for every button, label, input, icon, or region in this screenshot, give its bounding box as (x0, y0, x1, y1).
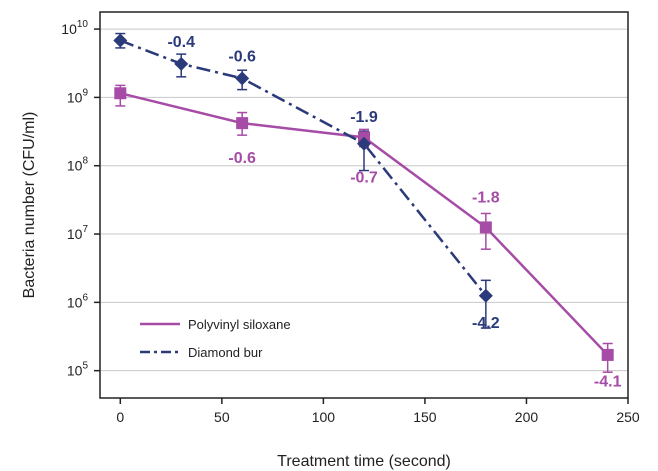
legend-label-polyvinyl-siloxane: Polyvinyl siloxane (188, 317, 291, 332)
legend-label-diamond-bur: Diamond bur (188, 345, 263, 360)
data-labels: -0.4 -0.6 -1.9 -4.2 -0.6 -0.7 -1.8 -4.1 (167, 34, 621, 390)
y-tick-label: 107 (67, 224, 89, 242)
data-point-diamond (357, 136, 371, 151)
data-label: -0.4 (167, 34, 195, 51)
data-point-square (601, 348, 614, 361)
data-point-square (114, 87, 127, 100)
plot-frame (99, 11, 629, 399)
x-axis-ticks: 0 50 100 150 200 250 (116, 398, 640, 425)
data-label: -1.9 (350, 109, 378, 126)
y-axis-title: Bacteria number (CFU/ml) (21, 112, 38, 299)
y-tick-label: 108 (67, 156, 89, 174)
series-lines (119, 39, 609, 356)
x-axis-title: Treatment time (second) (277, 453, 451, 470)
y-tick-label: 105 (67, 361, 89, 379)
legend: Polyvinyl siloxane Diamond bur (140, 317, 291, 360)
y-tick-label: 109 (67, 87, 89, 105)
x-tick-label: 50 (214, 409, 230, 425)
x-tick-label: 250 (616, 409, 640, 425)
x-tick-label: 0 (116, 409, 124, 425)
data-markers (113, 33, 614, 361)
data-point-diamond (478, 288, 493, 303)
data-label: -0.7 (350, 170, 378, 187)
data-label: -0.6 (228, 48, 256, 65)
x-tick-label: 100 (312, 409, 336, 425)
grid-lines (100, 28, 628, 372)
data-point-square (479, 221, 492, 234)
x-tick-label: 200 (515, 409, 539, 425)
data-label: -4.1 (594, 373, 622, 390)
x-tick-label: 150 (413, 409, 437, 425)
data-point-diamond (113, 33, 128, 48)
data-label: -1.8 (472, 190, 500, 207)
data-point-diamond (235, 71, 250, 86)
data-label: -4.2 (472, 315, 500, 332)
data-label: -0.6 (228, 150, 256, 167)
y-axis-ticks: 105 106 107 108 109 1010 (61, 19, 100, 379)
series-line-1 (119, 39, 487, 297)
y-tick-label: 1010 (61, 19, 88, 37)
data-point-square (236, 117, 249, 130)
y-tick-label: 106 (67, 292, 89, 310)
data-point-diamond (174, 56, 189, 71)
